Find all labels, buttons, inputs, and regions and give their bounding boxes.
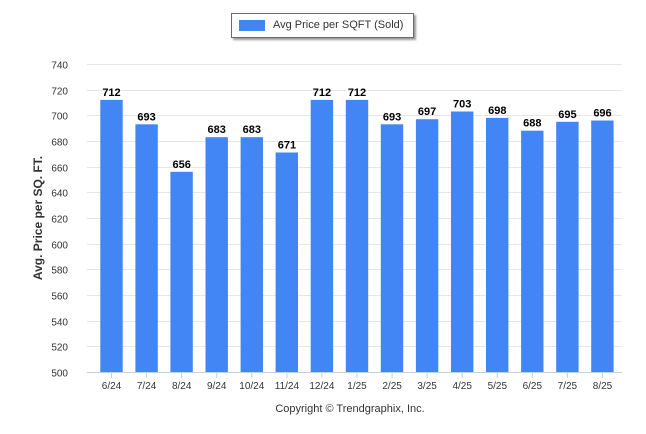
- x-tick-label: 10/24: [239, 381, 264, 392]
- data-label: 671: [278, 140, 296, 152]
- bar: [591, 120, 614, 372]
- x-tick-label: 9/24: [207, 381, 227, 392]
- legend-label: Avg Price per SQFT (Sold): [273, 19, 404, 31]
- data-label: 696: [593, 108, 611, 120]
- y-tick-label: 500: [51, 369, 68, 380]
- copyright-footer: Copyright © Trendgraphix, Inc.: [275, 403, 425, 415]
- y-tick-label: 580: [51, 266, 68, 277]
- y-tick-label: 680: [51, 138, 68, 149]
- data-label: 697: [418, 106, 436, 118]
- data-label: 712: [313, 87, 331, 99]
- x-tick-label: 2/25: [382, 381, 402, 392]
- data-label: 693: [383, 111, 401, 123]
- y-axis-title: Avg. Price per SQ. FT.: [31, 156, 45, 280]
- data-label: 683: [243, 124, 261, 136]
- bar: [135, 124, 158, 372]
- bar: [240, 137, 263, 372]
- data-label: 712: [348, 87, 366, 99]
- x-tick-label: 6/24: [102, 381, 122, 392]
- y-tick-label: 600: [51, 241, 68, 252]
- data-label: 656: [173, 159, 191, 171]
- bar: [556, 121, 579, 373]
- y-tick-label: 720: [51, 87, 68, 98]
- bar: [170, 171, 193, 372]
- data-label: 698: [488, 105, 506, 117]
- y-tick-label: 540: [51, 318, 68, 329]
- y-axis: 500 520 540 560 580 600 620 640 660 680 700 720 740: [51, 61, 68, 380]
- x-tick-label: 1/25: [347, 381, 367, 392]
- bar: [451, 111, 474, 372]
- data-label: 703: [453, 99, 471, 111]
- x-tick-label: 7/25: [558, 381, 578, 392]
- data-label: 695: [558, 109, 576, 121]
- x-tick-label: 7/24: [137, 381, 157, 392]
- x-tick-label: 11/24: [275, 381, 300, 392]
- x-tick-label: 4/25: [452, 381, 472, 392]
- data-label: 712: [102, 87, 120, 99]
- y-tick-label: 560: [51, 292, 68, 303]
- x-tick-label: 8/25: [593, 381, 613, 392]
- x-tick-label: 5/25: [488, 381, 508, 392]
- x-tick-label: 6/25: [523, 381, 543, 392]
- data-label: 683: [208, 124, 226, 136]
- bar: [275, 152, 298, 372]
- y-tick-label: 700: [51, 112, 68, 123]
- bar: [205, 137, 228, 372]
- bar: [100, 99, 123, 373]
- y-tick-label: 660: [51, 164, 68, 175]
- y-tick-label: 620: [51, 215, 68, 226]
- data-label: 693: [137, 111, 155, 123]
- y-tick-label: 520: [51, 343, 68, 354]
- data-labels: 712 693 656 683 683 671 712 712 693 697 703 698 688 6…: [102, 87, 611, 171]
- legend-swatch: [239, 20, 265, 31]
- x-tick-label: 3/25: [417, 381, 437, 392]
- bar: [415, 119, 439, 372]
- bar: [486, 117, 509, 373]
- x-tick-label: 8/24: [172, 381, 192, 392]
- x-axis: 6/24 7/24 8/24 9/24 10/24 11/24 12/24 1/25 2/25 3…: [87, 372, 622, 392]
- bar: [380, 124, 404, 372]
- data-label: 688: [523, 118, 541, 130]
- legend: Avg Price per SQFT (Sold): [231, 13, 414, 38]
- bars: [100, 99, 614, 373]
- bar: [310, 99, 334, 373]
- y-tick-label: 640: [51, 189, 68, 200]
- bar: [345, 99, 369, 373]
- y-tick-label: 740: [51, 61, 68, 72]
- x-tick-label: 12/24: [309, 381, 334, 392]
- bar: [521, 130, 544, 372]
